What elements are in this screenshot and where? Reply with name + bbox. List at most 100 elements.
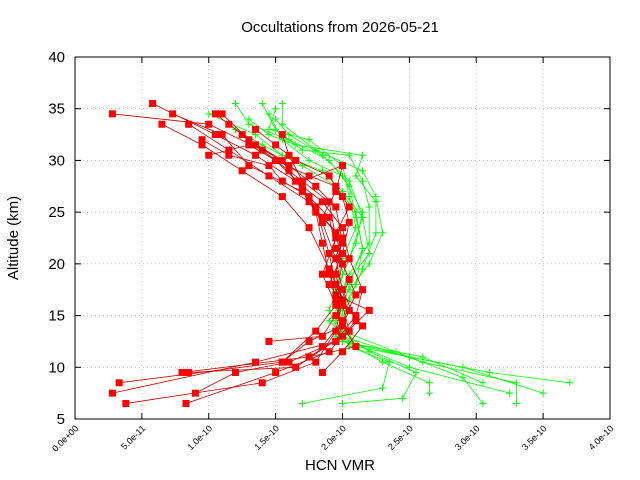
y-tick-label: 5 (57, 411, 65, 428)
data-point (339, 332, 346, 340)
data-point (339, 239, 346, 247)
data-point (318, 343, 326, 351)
data-point (252, 358, 260, 366)
data-point (318, 368, 326, 376)
data-point (345, 327, 353, 335)
data-point (352, 343, 360, 351)
data-point (325, 317, 333, 325)
data-point (332, 187, 340, 195)
data-point (108, 389, 116, 397)
data-point (332, 234, 340, 242)
data-point (359, 265, 367, 273)
data-point (312, 327, 320, 335)
data-point (332, 296, 340, 304)
data-point (318, 270, 326, 278)
data-point (459, 363, 467, 371)
data-point (359, 244, 367, 252)
data-point (278, 177, 286, 185)
chart-title: Occultations from 2026-05-21 (241, 19, 439, 36)
data-point (332, 327, 340, 335)
data-point (305, 198, 313, 206)
data-point (312, 358, 320, 366)
data-point (339, 348, 346, 356)
data-point (399, 394, 407, 402)
data-point (506, 389, 514, 397)
data-point (325, 198, 333, 206)
x-tick-label: 3.0e-10 (453, 423, 482, 452)
data-point (245, 115, 253, 123)
data-point (325, 250, 333, 258)
data-point (292, 363, 300, 371)
series-red (265, 131, 346, 345)
data-point (211, 110, 219, 118)
data-point (108, 110, 116, 118)
data-point (325, 348, 333, 356)
data-point (278, 100, 286, 108)
data-point (298, 187, 306, 195)
data-point (345, 286, 353, 294)
data-point (352, 281, 360, 289)
data-point (372, 198, 380, 206)
data-point (318, 213, 326, 221)
data-point (272, 156, 280, 164)
series-green (245, 115, 433, 397)
data-point (305, 337, 313, 345)
data-point (305, 193, 313, 201)
data-point (305, 136, 313, 144)
data-point (379, 384, 387, 392)
data-point (359, 286, 367, 294)
data-point (379, 229, 387, 237)
data-point (325, 265, 333, 273)
data-point (352, 172, 360, 180)
data-point (205, 110, 213, 118)
data-point (182, 399, 190, 407)
data-point (185, 368, 193, 376)
y-tick-label: 35 (48, 101, 65, 118)
data-point (285, 358, 293, 366)
data-point (298, 399, 306, 407)
data-point (278, 131, 286, 139)
data-point (339, 260, 346, 268)
data-point (486, 368, 494, 376)
data-point (332, 229, 340, 237)
data-point (359, 151, 367, 159)
data-point (345, 306, 353, 314)
data-point (312, 208, 320, 216)
series-green (265, 110, 487, 387)
x-tick-label: 0.0e+00 (50, 423, 80, 453)
data-point (419, 353, 427, 361)
data-point (365, 348, 373, 356)
data-point (425, 389, 433, 397)
data-point (198, 141, 206, 149)
series-line (275, 118, 417, 404)
data-point (265, 162, 273, 170)
data-point (178, 368, 186, 376)
data-point (252, 125, 260, 133)
x-tick-label: 5.0e-11 (119, 423, 147, 451)
data-point (305, 224, 313, 232)
series-green (232, 100, 574, 387)
data-point (332, 255, 340, 263)
data-point (359, 167, 367, 175)
x-tick-label: 1.0e-10 (186, 423, 215, 452)
data-point (285, 162, 293, 170)
data-point (245, 162, 253, 170)
data-point (412, 368, 420, 376)
data-point (272, 368, 280, 376)
data-point (169, 110, 177, 118)
data-point (325, 156, 333, 164)
data-point (318, 332, 326, 340)
data-point (258, 100, 266, 108)
data-point (332, 182, 340, 190)
data-point (278, 193, 286, 201)
data-point (359, 213, 367, 221)
data-point (265, 337, 273, 345)
data-point (225, 120, 233, 128)
data-point (312, 182, 320, 190)
data-point (225, 151, 233, 159)
data-point (339, 317, 346, 325)
x-tick-label: 4.0e-10 (587, 423, 616, 452)
x-axis-label: HCN VMR (305, 457, 375, 474)
data-point (365, 260, 373, 268)
y-tick-label: 25 (48, 204, 65, 221)
